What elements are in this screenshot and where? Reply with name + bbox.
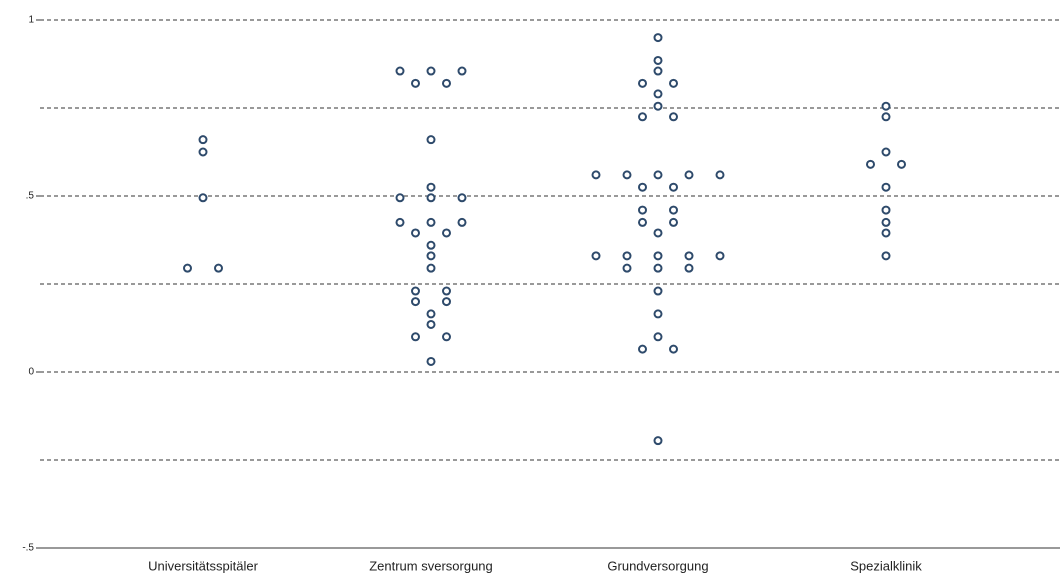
dot xyxy=(638,78,647,88)
dot xyxy=(684,263,694,273)
dot xyxy=(653,286,663,296)
dot xyxy=(442,78,451,88)
dot xyxy=(669,78,678,88)
dot xyxy=(426,193,436,203)
dot xyxy=(653,170,663,180)
dot xyxy=(653,251,663,261)
y-tick-label: .5 xyxy=(26,191,35,202)
dot xyxy=(426,263,436,273)
dot xyxy=(669,205,678,215)
dot xyxy=(653,101,663,111)
dot xyxy=(881,112,891,122)
dot xyxy=(881,228,891,238)
dot xyxy=(653,332,663,342)
dot xyxy=(669,217,678,227)
dot xyxy=(442,228,451,238)
x-tick-label: Spezialklinik xyxy=(850,558,922,573)
dot xyxy=(715,170,725,180)
dot xyxy=(442,297,451,307)
dot xyxy=(638,217,647,227)
dot xyxy=(881,217,891,227)
dot xyxy=(411,286,420,296)
dot xyxy=(457,66,467,76)
dot xyxy=(684,251,694,261)
dot xyxy=(622,251,632,261)
dot xyxy=(426,251,436,261)
dot xyxy=(426,309,436,319)
dot xyxy=(653,33,663,43)
dot xyxy=(442,332,451,342)
dot xyxy=(426,66,436,76)
dot xyxy=(198,135,208,145)
dot xyxy=(881,205,891,215)
y-tick-label: -.5 xyxy=(22,543,34,554)
dot xyxy=(638,205,647,215)
dot xyxy=(426,240,436,250)
dot xyxy=(457,217,467,227)
dot xyxy=(715,251,725,261)
dot xyxy=(198,147,208,157)
dot xyxy=(183,263,192,273)
dot xyxy=(881,251,891,261)
dot xyxy=(653,309,663,319)
dot xyxy=(622,263,632,273)
dot xyxy=(653,263,663,273)
dot xyxy=(881,147,891,157)
dot xyxy=(426,217,436,227)
x-tick-label: Zentrum sversorgung xyxy=(369,558,493,573)
y-tick-label: 0 xyxy=(28,367,34,378)
dot xyxy=(669,344,678,354)
x-tick-label: Grundversorgung xyxy=(607,558,708,573)
dot xyxy=(684,170,694,180)
dot xyxy=(214,263,223,273)
x-tick-label: Universitätsspitäler xyxy=(148,558,258,573)
dot xyxy=(669,112,678,122)
dot xyxy=(426,182,436,192)
dot xyxy=(426,319,436,329)
dot xyxy=(591,251,601,261)
dot xyxy=(653,66,663,76)
dot xyxy=(411,297,420,307)
dot xyxy=(653,436,663,446)
dot xyxy=(411,228,420,238)
dot xyxy=(881,182,891,192)
dot xyxy=(395,217,405,227)
y-tick-label: 1 xyxy=(28,15,34,26)
dot xyxy=(653,228,663,238)
dot xyxy=(653,89,663,99)
dot xyxy=(198,193,208,203)
dot xyxy=(881,101,891,111)
dot xyxy=(638,112,647,122)
dot xyxy=(411,332,420,342)
dot xyxy=(897,159,906,169)
dot xyxy=(426,356,436,366)
dot xyxy=(622,170,632,180)
dot xyxy=(457,193,467,203)
dot xyxy=(395,193,405,203)
dot xyxy=(591,170,601,180)
dot xyxy=(638,344,647,354)
dot xyxy=(426,135,436,145)
dot xyxy=(866,159,875,169)
dot xyxy=(411,78,420,88)
dot xyxy=(442,286,451,296)
dot xyxy=(669,182,678,192)
dot xyxy=(395,66,405,76)
dot xyxy=(638,182,647,192)
dot xyxy=(653,55,663,65)
